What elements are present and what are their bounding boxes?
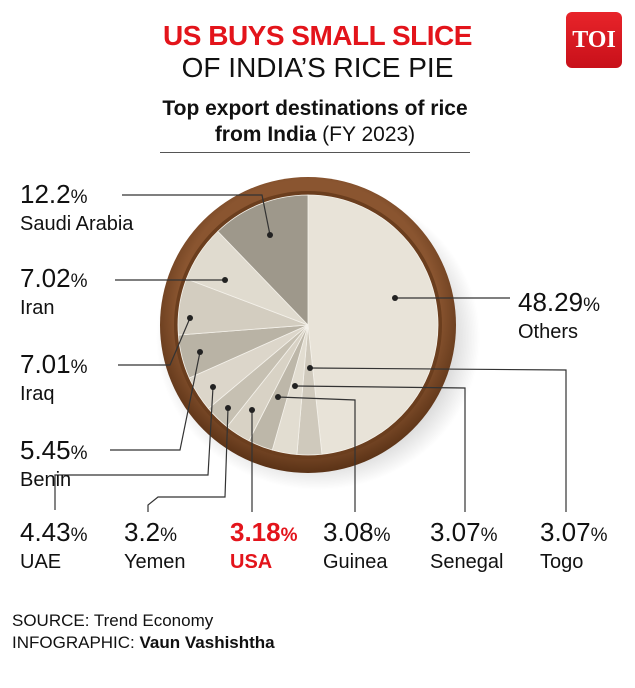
value: 4.43 [20, 517, 71, 547]
name: USA [230, 551, 273, 573]
label-yemen: 3.2% Yemen [124, 517, 186, 573]
value: 48.29 [518, 287, 584, 317]
label-uae: 4.43% UAE [20, 517, 88, 573]
infographic-line: INFOGRAPHIC: Vaun Vashishtha [12, 632, 275, 654]
name: Yemen [124, 551, 186, 573]
pie-slice-saudi-arabia [217, 194, 309, 326]
name: UAE [20, 551, 62, 573]
title-line-2: OF INDIA’S RICE PIE [181, 52, 454, 83]
value: 5.45 [20, 435, 71, 465]
label-iraq: 7.01% Iraq [20, 349, 88, 405]
credits: SOURCE: Trend Economy INFOGRAPHIC: Vaun … [12, 610, 275, 654]
name: Benin [20, 469, 72, 491]
value: 3.07 [430, 517, 481, 547]
name: Iraq [20, 383, 55, 405]
leader-lines [54, 194, 567, 512]
label-usa: 3.18% USA [230, 517, 298, 573]
toi-logo: TOI [566, 12, 622, 68]
title-line-1: US BUYS SMALL SLICE [163, 20, 472, 51]
source-line: SOURCE: Trend Economy [12, 610, 275, 632]
label-guinea: 3.08% Guinea [323, 517, 391, 573]
label-iran: 7.02% Iran [20, 263, 88, 319]
pie-slice-others [307, 194, 439, 455]
name: Senegal [430, 551, 504, 573]
label-togo: 3.07% Togo [540, 517, 608, 573]
label-others: 48.29% Others [518, 287, 600, 343]
value: 3.07 [540, 517, 591, 547]
value: 12.2 [20, 179, 71, 209]
value: 7.01 [20, 349, 71, 379]
subtitle: Top export destinations of rice from Ind… [160, 96, 470, 153]
name: Others [518, 321, 579, 343]
name: Iran [20, 297, 55, 319]
source-label: SOURCE: [12, 611, 90, 630]
infographic-author: Vaun Vashishtha [139, 633, 275, 652]
value: 3.18 [230, 517, 281, 547]
name: Saudi Arabia [20, 213, 134, 235]
leader-dots [187, 232, 398, 413]
value: 3.08 [323, 517, 374, 547]
subtitle-year: (FY 2023) [322, 123, 416, 146]
value: 7.02 [20, 263, 71, 293]
source-value: Trend Economy [93, 611, 214, 630]
subtitle-text: Top export destinations of rice from Ind… [162, 97, 468, 146]
label-saudi-arabia: 12.2% Saudi Arabia [20, 179, 134, 235]
name: Togo [540, 551, 584, 573]
value: 3.2 [124, 517, 161, 547]
infographic-label: INFOGRAPHIC: [12, 633, 135, 652]
label-benin: 5.45% Benin [20, 435, 88, 491]
name: Guinea [323, 551, 388, 573]
label-senegal: 3.07% Senegal [430, 517, 504, 573]
